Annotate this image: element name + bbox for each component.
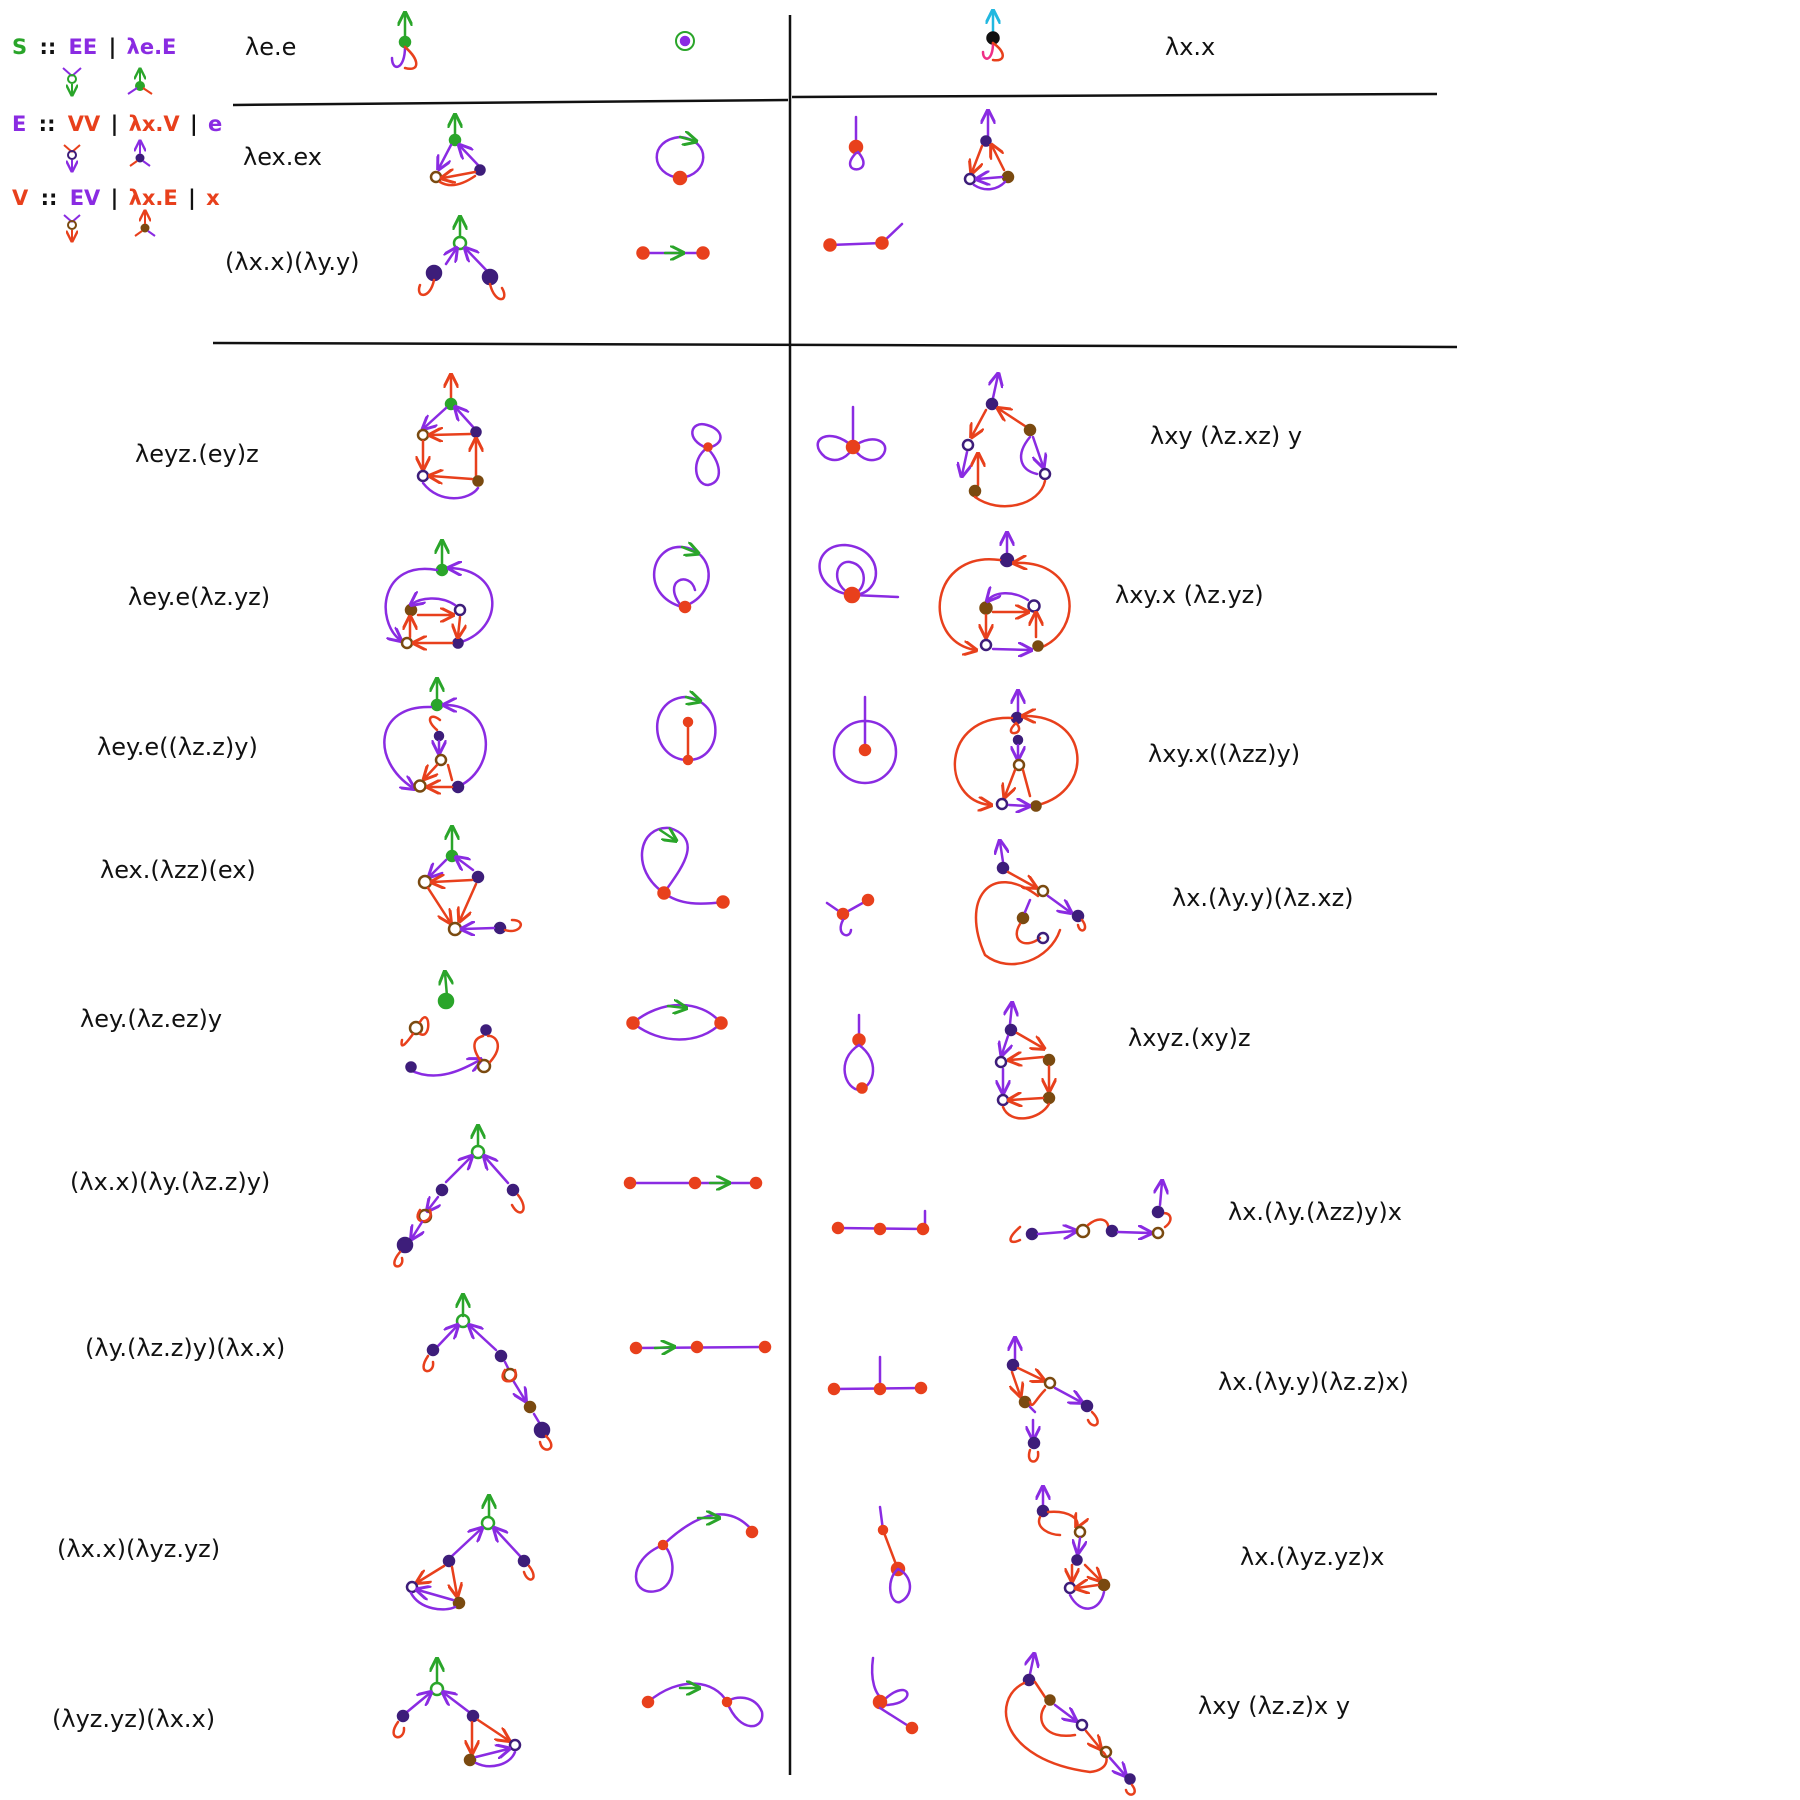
graph-s1-r1-map xyxy=(429,116,486,187)
graph-s2-r5-plain xyxy=(626,1005,728,1041)
graph-s2-r7-map xyxy=(422,1296,553,1451)
graph-s1-r2-map xyxy=(417,218,506,301)
header-left-term: λe.e xyxy=(245,33,296,61)
grammar-e-sep: :: xyxy=(39,112,56,136)
table-lines xyxy=(212,15,1458,1775)
grammar-bar: | xyxy=(111,186,119,211)
graph-s2-r5-map xyxy=(400,973,500,1077)
graph-s2-r9-plain xyxy=(641,1684,764,1728)
graph-s2-r2-dual xyxy=(818,543,900,604)
grammar-legend: S :: EE | λe.E E :: VV | λx.V | e V :: E… xyxy=(12,35,222,240)
graph-header-left-map xyxy=(390,14,418,71)
grammar-v-alt-2: λx.E xyxy=(129,186,178,210)
s2-right-term-2: λxy.x (λz.yz) xyxy=(1115,581,1264,609)
s2-right-term-6: λx.(λy.(λzz)y)x xyxy=(1228,1198,1402,1226)
grammar-s-nt: S xyxy=(12,35,27,59)
graph-s2-r9-map xyxy=(392,1660,522,1768)
graph-s2-r1-map xyxy=(418,376,484,500)
s2-right-term-1: λxy (λz.xz) y xyxy=(1150,422,1302,450)
graph-s2-r7-dual xyxy=(827,1355,928,1396)
graph-s2-r9-dualmap xyxy=(1004,1655,1136,1796)
graph-header-left-plain xyxy=(675,31,695,51)
s2-left-term-1: λeyz.(ey)z xyxy=(135,440,259,468)
grammar-e-alt-1: VV xyxy=(68,112,101,136)
graph-s2-r3-plain xyxy=(656,697,717,766)
graph-s2-r5-dualmap xyxy=(994,1004,1054,1120)
s1-left-term-2: (λx.x)(λy.y) xyxy=(225,248,360,276)
graph-s2-r4-map xyxy=(417,828,523,935)
graph-s2-r3-dualmap xyxy=(953,692,1079,811)
graph-s1-r2-plain xyxy=(636,248,710,259)
graph-s2-r6-plain xyxy=(623,1178,763,1188)
s2-left-term-2: λey.e(λz.yz) xyxy=(128,583,270,611)
graph-s2-r7-dualmap xyxy=(1006,1339,1099,1463)
graph-drawings xyxy=(383,12,1172,1796)
grammar-bar: | xyxy=(109,35,117,60)
term-labels: λe.e λx.x λex.ex (λx.x)(λy.y) λeyz.(ey)z… xyxy=(52,33,1409,1733)
s2-right-term-9: λxy (λz.z)x y xyxy=(1198,1692,1350,1720)
section-rule xyxy=(212,341,1458,349)
grammar-bar: | xyxy=(190,112,198,137)
graph-s2-r8-plain xyxy=(634,1514,759,1593)
grammar-v-alt-3: x xyxy=(206,186,220,210)
graph-s2-r8-dual xyxy=(877,1505,912,1604)
graph-s2-r2-plain xyxy=(653,547,710,614)
grammar-v-alt-1: EV xyxy=(70,186,101,210)
graph-s2-r8-map xyxy=(405,1497,535,1611)
grammar-e-alt-3: e xyxy=(208,112,222,136)
graph-s2-r8-dualmap xyxy=(1038,1488,1111,1610)
graph-s2-r4-plain xyxy=(640,826,730,909)
grammar-bar: | xyxy=(111,112,119,137)
graph-s2-r9-dual xyxy=(870,1656,919,1735)
s2-left-term-4: λex.(λzz)(ex) xyxy=(100,856,256,884)
grammar-e-nt: E xyxy=(12,112,26,136)
graph-s2-r6-map xyxy=(393,1127,525,1268)
s2-right-term-7: λx.(λy.y)(λz.z)x) xyxy=(1218,1368,1409,1396)
graph-s2-r4-dualmap xyxy=(974,842,1087,966)
s2-right-term-4: λx.(λy.y)(λz.xz) xyxy=(1172,884,1354,912)
grammar-s-alt-1: EE xyxy=(69,35,98,59)
legend-node-icon xyxy=(62,67,156,240)
graph-s1-r1-plain xyxy=(655,137,705,186)
header-rule-right xyxy=(791,92,1438,99)
s2-right-term-3: λxy.x((λzz)y) xyxy=(1148,740,1300,768)
s2-left-term-8: (λx.x)(λyz.yz) xyxy=(57,1535,220,1563)
s2-left-term-6: (λx.x)(λy.(λz.z)y) xyxy=(70,1168,270,1196)
graph-s1-r1-dualmap xyxy=(963,112,1015,191)
grammar-s-alt-2: λe.E xyxy=(127,35,177,59)
graph-s2-r5-dual xyxy=(843,1013,875,1094)
grammar-rule-s: S :: EE | λe.E xyxy=(12,35,176,60)
graph-s2-r6-dual xyxy=(831,1209,930,1236)
graph-s2-r1-plain xyxy=(691,422,722,487)
graph-s2-r4-dual xyxy=(825,893,875,937)
header-right-term: λx.x xyxy=(1165,33,1215,61)
grammar-s-sep: :: xyxy=(39,35,56,59)
s1-left-term-1: λex.ex xyxy=(243,143,322,171)
header-rule-left xyxy=(232,98,789,107)
graph-s1-r2-dual xyxy=(823,222,904,252)
s2-left-term-3: λey.e((λz.z)y) xyxy=(97,733,258,761)
graph-s2-r6-dualmap xyxy=(1009,1182,1172,1244)
graph-header-right-map xyxy=(981,12,1004,62)
grammar-rule-v: V :: EV | λx.E | x xyxy=(12,186,220,211)
graph-s2-r1-dualmap xyxy=(962,375,1052,508)
s2-left-term-9: (λyz.yz)(λx.x) xyxy=(52,1705,215,1733)
grammar-v-sep: :: xyxy=(41,186,58,210)
s2-left-term-7: (λy.(λz.z)y)(λx.x) xyxy=(85,1334,285,1362)
graph-s1-r1-dual xyxy=(848,115,865,171)
grammar-e-alt-2: λx.V xyxy=(129,112,181,136)
graph-s2-r2-dualmap xyxy=(938,534,1071,651)
s2-right-term-5: λxyz.(xy)z xyxy=(1128,1024,1251,1052)
grammar-bar: | xyxy=(188,186,196,211)
s2-right-term-8: λx.(λyz.yz)x xyxy=(1240,1543,1384,1571)
graph-s2-r3-dual xyxy=(832,695,898,785)
graph-s2-r7-plain xyxy=(629,1342,772,1353)
graph-s2-r2-map xyxy=(384,542,494,648)
graph-s2-r3-map xyxy=(383,680,488,792)
grammar-rule-e: E :: VV | λx.V | e xyxy=(12,112,222,137)
s2-left-term-5: λey.(λz.ez)y xyxy=(80,1005,222,1033)
graph-s2-r1-dual xyxy=(816,405,887,462)
grammar-v-nt: V xyxy=(12,186,29,210)
